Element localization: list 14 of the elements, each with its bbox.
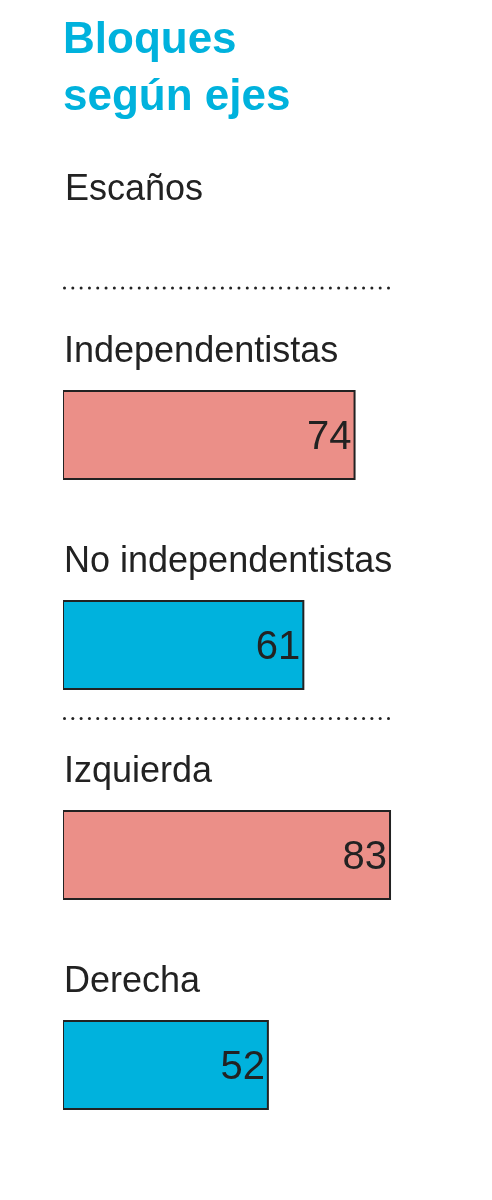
bar xyxy=(63,389,356,481)
bar xyxy=(63,599,305,691)
data-label: 83 xyxy=(342,833,388,877)
y-tick-label: Izquierda xyxy=(64,749,214,790)
y-tick-label: Independentistas xyxy=(64,329,339,370)
bar xyxy=(63,1019,269,1111)
y-tick-label: No independentistas xyxy=(64,539,393,580)
data-label: 52 xyxy=(220,1043,265,1087)
y-tick-label: Derecha xyxy=(64,959,202,1000)
data-label: 61 xyxy=(255,623,301,667)
data-label: 74 xyxy=(307,413,352,457)
chart-title: Bloques según ejes xyxy=(63,12,291,119)
bar xyxy=(63,809,392,901)
chart-subtitle: Escaños xyxy=(65,167,204,208)
